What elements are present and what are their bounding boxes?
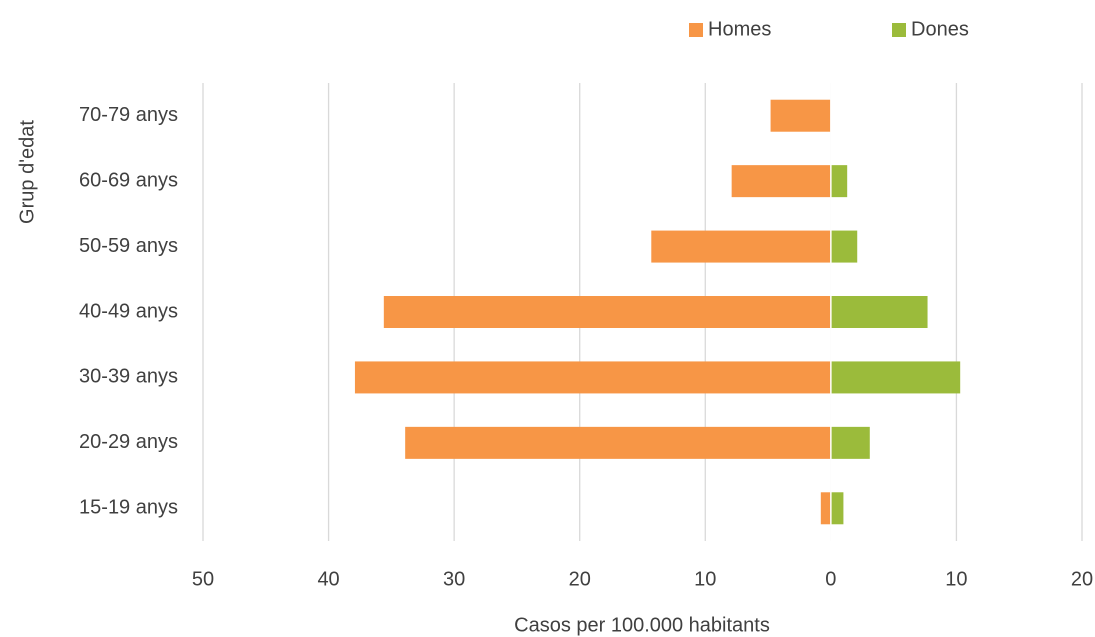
bar <box>354 361 831 394</box>
x-tick-label: 20 <box>1071 568 1093 590</box>
bar <box>830 296 928 328</box>
y-tick-label: 20-29 anys <box>79 431 178 453</box>
legend-swatch <box>892 23 906 37</box>
bar <box>830 361 961 394</box>
bar <box>830 492 844 525</box>
bar <box>651 230 831 263</box>
bar <box>830 426 870 459</box>
legend-swatch <box>689 23 703 37</box>
x-tick-label: 10 <box>945 568 967 590</box>
y-tick-label: 60-69 anys <box>79 169 178 191</box>
bar <box>731 165 831 198</box>
x-tick-label: 50 <box>192 568 214 590</box>
bar <box>820 492 831 525</box>
bar <box>405 426 831 459</box>
bar <box>830 230 858 263</box>
legend-label: Dones <box>911 18 969 40</box>
x-tick-label: 40 <box>317 568 339 590</box>
x-tick-label: 10 <box>694 568 716 590</box>
bar <box>830 165 848 198</box>
x-axis-title: Casos per 100.000 habitants <box>514 614 770 636</box>
bar <box>770 99 831 132</box>
y-tick-label: 30-39 anys <box>79 366 178 388</box>
y-tick-label: 50-59 anys <box>79 235 178 257</box>
bar <box>383 296 831 328</box>
y-axis-title: Grup d'edat <box>16 120 38 224</box>
x-tick-label: 20 <box>569 568 591 590</box>
y-tick-label: 15-19 anys <box>79 497 178 519</box>
x-tick-label: 30 <box>443 568 465 590</box>
legend-label: Homes <box>708 18 771 40</box>
x-tick-label: 0 <box>825 568 836 590</box>
y-tick-label: 70-79 anys <box>79 104 178 126</box>
y-tick-label: 40-49 anys <box>79 300 178 322</box>
